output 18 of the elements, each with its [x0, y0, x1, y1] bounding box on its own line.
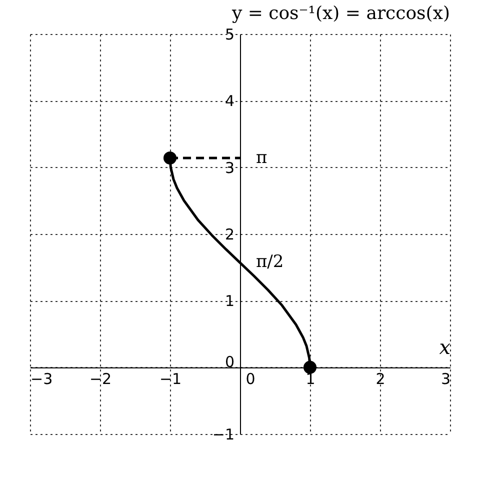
- y-tick-label: 1: [224, 292, 234, 310]
- x-axis-title: x: [439, 334, 450, 359]
- x-tick-label: 2: [376, 370, 386, 388]
- x-tick-label: −2: [89, 370, 112, 388]
- x-tick-label: 3: [440, 370, 450, 388]
- y-tick-label: 0: [224, 352, 234, 371]
- x-tick-label: −3: [30, 370, 53, 388]
- x-tick-label: 0: [246, 370, 256, 388]
- annotation: π/2: [256, 252, 284, 272]
- y-tick-label: −1: [212, 426, 234, 444]
- y-tick-label: 4: [224, 92, 234, 110]
- y-tick-label: 2: [224, 226, 234, 244]
- x-tick-label: 1: [306, 370, 316, 388]
- x-tick-label: −1: [159, 370, 182, 388]
- annotation: π: [256, 148, 268, 168]
- chart-title: y = cos⁻¹(x) = arccos(x): [230, 3, 450, 24]
- y-tick-label: 5: [224, 26, 234, 44]
- y-tick-label: 3: [224, 158, 234, 177]
